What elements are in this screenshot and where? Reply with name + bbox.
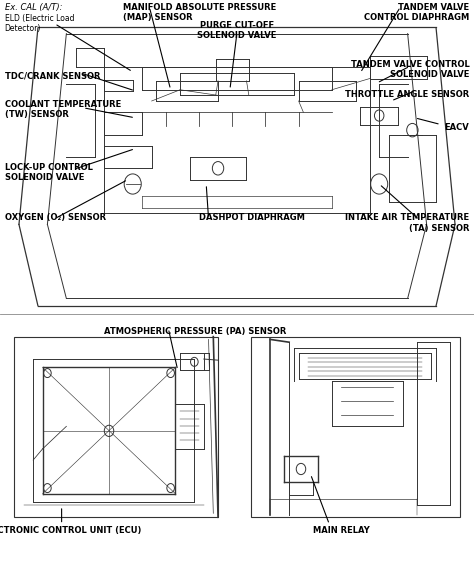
- Text: THROTTLE ANGLE SENSOR: THROTTLE ANGLE SENSOR: [345, 90, 469, 99]
- Text: ELD (Electric Load
Detector): ELD (Electric Load Detector): [5, 14, 74, 34]
- Text: TANDEM VALVE
CONTROL DIAPHRAGM: TANDEM VALVE CONTROL DIAPHRAGM: [364, 3, 469, 22]
- Polygon shape: [14, 337, 218, 517]
- Text: Ex. CAL (A/T):: Ex. CAL (A/T):: [5, 3, 62, 12]
- Text: MAIN RELAY: MAIN RELAY: [313, 526, 370, 535]
- Text: LOCK-UP CONTROL
SOLENOID VALVE: LOCK-UP CONTROL SOLENOID VALVE: [5, 163, 92, 182]
- Text: PURGE CUT-OFF
SOLENOID VALVE: PURGE CUT-OFF SOLENOID VALVE: [197, 21, 277, 40]
- Text: COOLANT TEMPERATURE
(TW) SENSOR: COOLANT TEMPERATURE (TW) SENSOR: [5, 100, 121, 119]
- Text: TANDEM VALVE CONTROL
SOLENOID VALVE: TANDEM VALVE CONTROL SOLENOID VALVE: [350, 60, 469, 80]
- Text: INTAKE AIR TEMPERATURE
(TA) SENSOR: INTAKE AIR TEMPERATURE (TA) SENSOR: [345, 213, 469, 233]
- Text: ATMOSPHERIC PRESSURE (PA) SENSOR: ATMOSPHERIC PRESSURE (PA) SENSOR: [104, 327, 287, 335]
- Text: DASHPOT DIAPHRAGM: DASHPOT DIAPHRAGM: [199, 213, 305, 222]
- Text: OXYGEN (O₂) SENSOR: OXYGEN (O₂) SENSOR: [5, 213, 106, 222]
- Text: TDC/CRANK SENSOR: TDC/CRANK SENSOR: [5, 72, 100, 81]
- Text: MANIFOLD ABSOLUTE PRESSURE
(MAP) SENSOR: MANIFOLD ABSOLUTE PRESSURE (MAP) SENSOR: [123, 3, 276, 22]
- Polygon shape: [251, 337, 460, 517]
- Text: EACV: EACV: [445, 123, 469, 132]
- Text: ELECTRONIC CONTROL UNIT (ECU): ELECTRONIC CONTROL UNIT (ECU): [0, 526, 142, 535]
